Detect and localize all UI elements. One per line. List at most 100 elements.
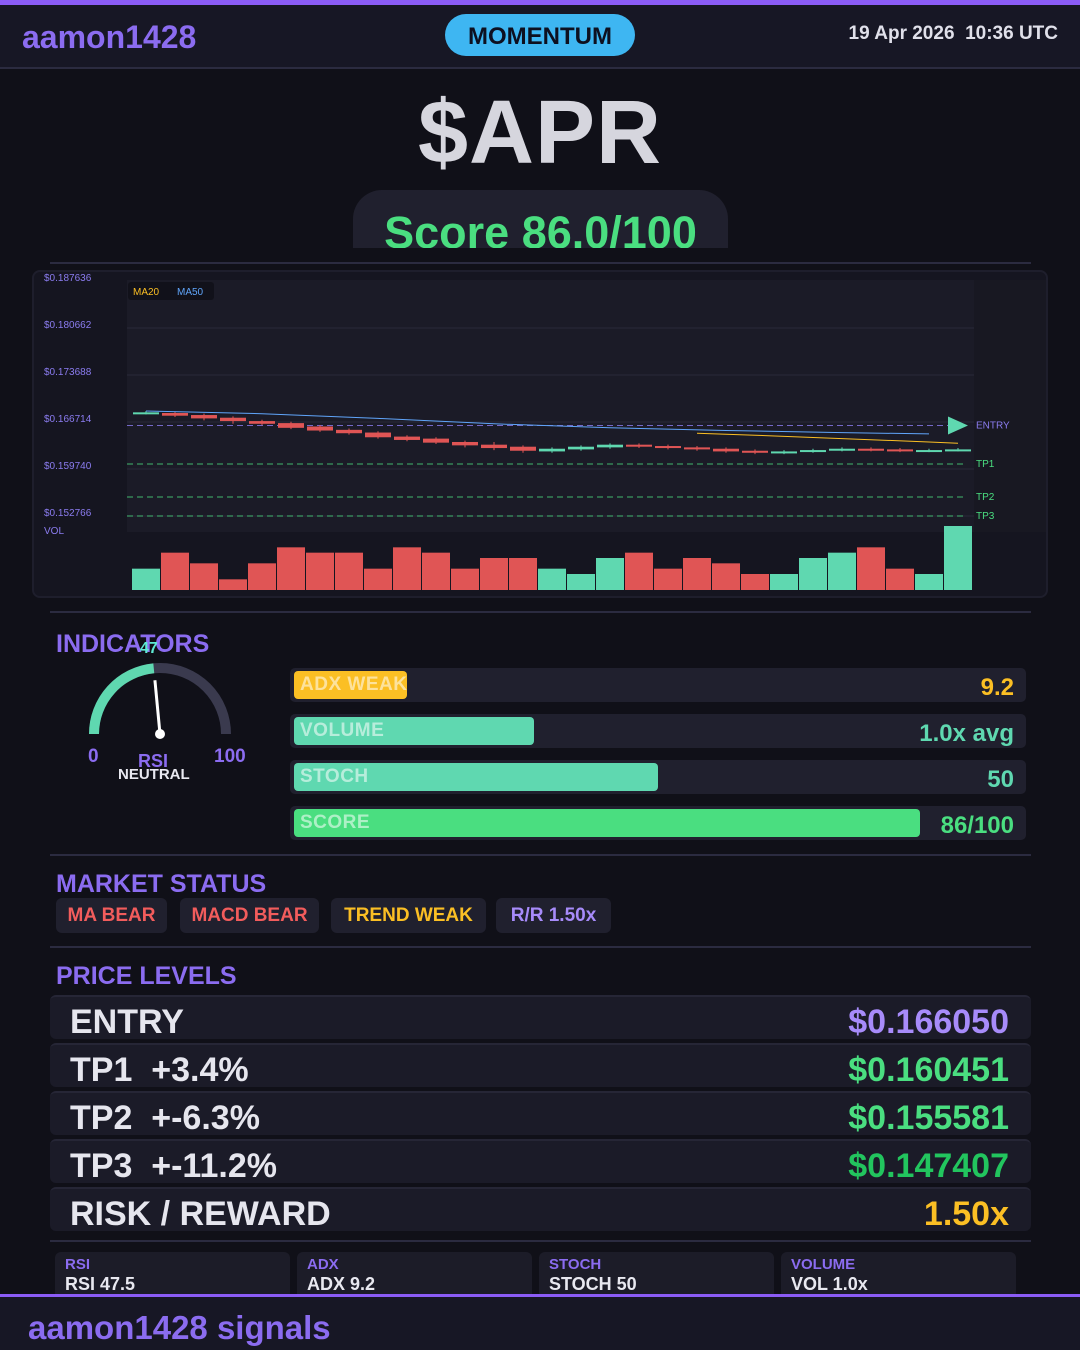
indicator-bar-value: 9.2 — [980, 674, 1014, 701]
stat-card-value: STOCH 50 — [549, 1274, 637, 1294]
indicator-bar-value: 1.0x avg — [919, 720, 1014, 747]
volume-bar — [248, 563, 276, 590]
stat-card-label: VOLUME — [791, 1256, 856, 1273]
volume-bar — [828, 552, 856, 590]
candle-body — [945, 449, 971, 452]
level-line-label: TP1 — [976, 459, 995, 470]
volume-bar — [944, 526, 972, 590]
price-level-name: TP2 +-6.3% — [70, 1099, 260, 1137]
price-chart: $0.187636 $0.180662 $0.173688 $0.166714 $0.1… — [32, 270, 1048, 598]
candle-body — [162, 413, 188, 416]
indicator-bar-label: ADX WEAK — [300, 674, 408, 695]
volume-bar — [161, 552, 189, 590]
indicator-bar-fill — [294, 671, 407, 699]
level-line-label: TP2 — [976, 492, 995, 503]
indicator-bar: VOLUME 1.0x avg — [290, 714, 1026, 748]
rsi-gauge-min: 0 — [88, 746, 99, 767]
candle-body — [336, 429, 362, 434]
volume-bar — [393, 547, 421, 590]
indicator-bar-value: 86/100 — [940, 812, 1014, 839]
header-bar: aamon1428 MOMENTUM 19 Apr 2026 10:36 UTC — [0, 5, 1080, 69]
score-badge: Score 86.0/100 — [353, 190, 728, 248]
status-badge: TREND WEAK — [331, 898, 486, 933]
divider — [50, 611, 1031, 613]
candle-body — [481, 444, 507, 449]
status-badge: MACD BEAR — [180, 898, 319, 933]
price-level-row: TP1 +3.4% $0.160451 — [50, 1043, 1031, 1089]
brand-name: aamon1428 — [22, 19, 197, 55]
candle-body — [510, 446, 536, 451]
candle-body — [423, 438, 449, 443]
divider — [50, 946, 1031, 948]
candle-body — [568, 446, 594, 450]
footer-signature: aamon1428 signals — [28, 1309, 331, 1346]
candle-body — [742, 450, 768, 453]
candle-body — [713, 448, 739, 452]
volume-bar — [480, 558, 508, 590]
divider — [50, 854, 1031, 856]
candle-body — [626, 444, 652, 447]
legend-item: MA20 — [133, 287, 160, 298]
stat-card: VOLUME VOL 1.0x — [781, 1252, 1016, 1296]
stat-card-label: RSI — [65, 1256, 91, 1273]
price-level-name: TP1 +3.4% — [70, 1051, 249, 1089]
price-levels-title: PRICE LEVELS — [56, 962, 237, 990]
stat-card-label: ADX — [307, 1256, 339, 1273]
top-accent-line — [0, 0, 1080, 5]
level-line-label: ENTRY — [976, 420, 1010, 431]
volume-bar — [654, 568, 682, 590]
price-level-name: RISK / REWARD — [70, 1195, 331, 1233]
candle-body — [220, 417, 246, 422]
stat-card-label: STOCH — [549, 1256, 602, 1273]
candle-body — [858, 448, 884, 451]
price-level-value: 1.50x — [923, 1195, 1009, 1233]
indicators-title: INDICATORS — [56, 630, 210, 658]
candle-body — [800, 450, 826, 453]
timestamp: 19 Apr 2026 10:36 UTC — [848, 23, 1058, 44]
volume-bar — [683, 558, 711, 590]
ma50-line — [145, 410, 930, 435]
y-tick-label: $0.152766 — [44, 508, 92, 519]
indicator-bar: ADX WEAK 9.2 — [290, 668, 1026, 702]
ticker-symbol: $APR — [417, 83, 663, 183]
plot-area — [127, 280, 974, 532]
candle-body — [684, 447, 710, 450]
candle-body — [539, 448, 565, 452]
price-level-value: $0.155581 — [848, 1099, 1009, 1137]
indicator-bar-fill — [294, 717, 534, 745]
price-level-row: TP3 +-11.2% $0.147407 — [50, 1139, 1031, 1185]
volume-bar — [132, 568, 160, 590]
level-line-label: TP3 — [976, 511, 995, 522]
indicator-bar-label: SCORE — [300, 812, 371, 833]
indicator-bar-value: 50 — [987, 766, 1014, 793]
price-level-row: TP2 +-6.3% $0.155581 — [50, 1091, 1031, 1137]
volume-label: VOL — [44, 526, 64, 537]
footer-bar: aamon1428 signals — [0, 1294, 1080, 1350]
volume-bar — [451, 568, 479, 590]
stat-card: STOCH STOCH 50 — [539, 1252, 774, 1296]
price-level-value: $0.147407 — [848, 1147, 1009, 1185]
price-level-name: ENTRY — [70, 1003, 184, 1041]
volume-bar — [335, 552, 363, 590]
gauge-fill — [89, 663, 155, 735]
indicator-bar-fill — [294, 809, 920, 837]
candle-body — [278, 423, 304, 428]
price-level-row: ENTRY $0.166050 — [50, 995, 1031, 1041]
stat-card-value: VOL 1.0x — [791, 1274, 868, 1294]
indicator-bar-fill — [294, 763, 658, 791]
divider — [50, 1240, 1031, 1242]
indicator-bar-label: VOLUME — [300, 720, 385, 741]
volume-bar — [306, 552, 334, 590]
volume-bar — [886, 568, 914, 590]
gauge-hub — [155, 729, 165, 739]
volume-bar — [422, 552, 450, 590]
chart-canvas: $0.187636 $0.180662 $0.173688 $0.166714 $0.1… — [44, 273, 1046, 590]
legend-box — [128, 282, 214, 300]
ma20-line — [696, 432, 959, 444]
stat-card-value: RSI 47.5 — [65, 1274, 136, 1294]
candle-body — [191, 415, 217, 419]
status-badge: MA BEAR — [56, 898, 167, 933]
y-tick-label: $0.173688 — [44, 367, 92, 378]
stat-card-value: ADX 9.2 — [307, 1274, 376, 1294]
price-level-row: RISK / REWARD 1.50x — [50, 1187, 1031, 1233]
